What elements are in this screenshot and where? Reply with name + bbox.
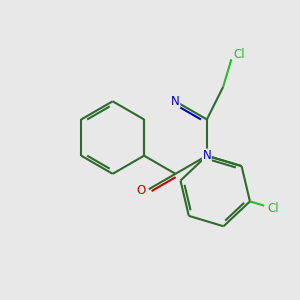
Text: N: N [171,95,180,108]
Text: Cl: Cl [267,202,278,215]
Text: Cl: Cl [233,48,245,61]
Text: O: O [137,184,146,197]
Text: N: N [202,149,211,162]
